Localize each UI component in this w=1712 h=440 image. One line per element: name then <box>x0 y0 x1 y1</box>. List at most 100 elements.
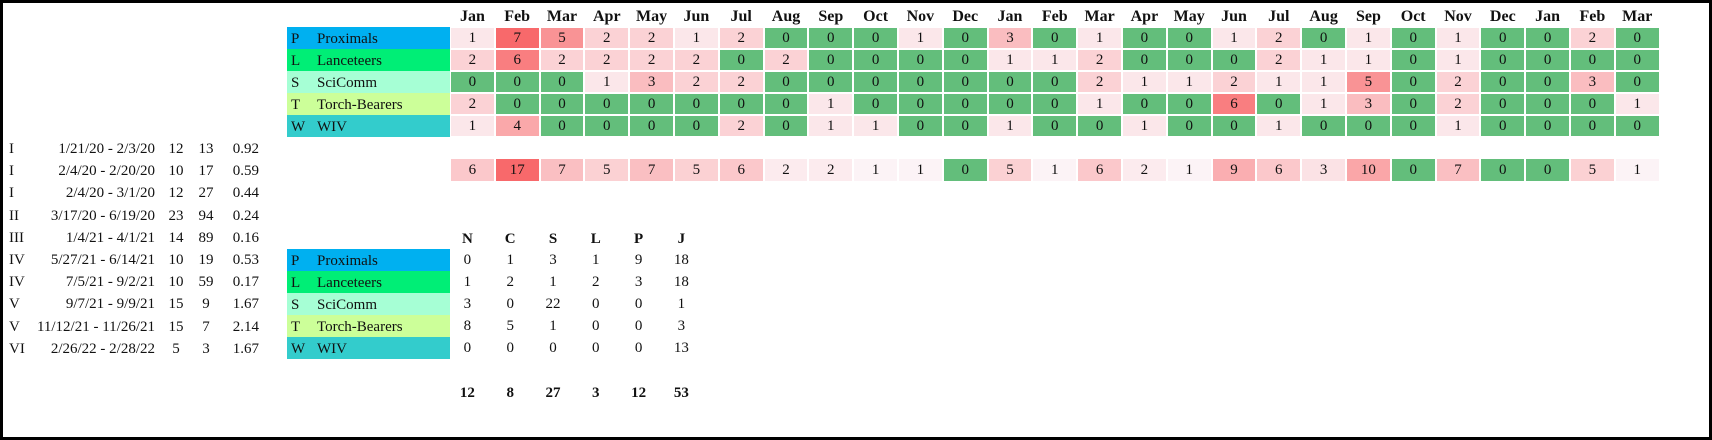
month-header: Jun <box>683 8 710 25</box>
period-count-a: 10 <box>168 252 184 268</box>
summary-cell: 3 <box>549 252 557 268</box>
heatmap-cell: 0 <box>764 72 808 92</box>
monthly-total: 6 <box>719 159 763 181</box>
month-header: Oct <box>863 8 889 25</box>
heatmap-cell: 2 <box>1571 28 1614 48</box>
heatmap-cell: 0 <box>1347 116 1390 136</box>
heatmap-cell: 0 <box>854 94 897 114</box>
heatmap-cell: 0 <box>1167 28 1211 48</box>
heatmap-cell: 0 <box>630 94 673 114</box>
month-header: Mar <box>1084 8 1115 25</box>
summary-cell: 18 <box>673 252 689 268</box>
heatmap-cell: 2 <box>540 50 584 70</box>
period-dates: 1/21/20 - 2/3/20 <box>58 141 155 157</box>
heatmap-cell: 0 <box>1615 50 1659 70</box>
month-header: Jan <box>1535 8 1561 25</box>
heatmap-cell: 3 <box>1347 94 1390 114</box>
heatmap-cell: 3 <box>630 72 673 92</box>
heatmap-cell: 2 <box>719 28 763 48</box>
heatmap-cell: 0 <box>1033 72 1077 92</box>
heatmap-cell: 0 <box>1391 72 1435 92</box>
heatmap-cell: 0 <box>495 94 539 114</box>
heatmap-cell: 0 <box>1302 28 1345 48</box>
period-count-b: 19 <box>198 252 214 268</box>
heatmap-cell: 0 <box>1123 50 1166 70</box>
group-code: T <box>287 93 317 115</box>
month-header: Nov <box>1444 8 1472 25</box>
monthly-total: 9 <box>1212 159 1256 181</box>
summary-cell: 18 <box>673 274 689 290</box>
summary-cell: 1 <box>463 274 472 290</box>
period-phase: IV <box>9 274 25 291</box>
monthly-total: 1 <box>1033 159 1077 181</box>
period-count-b: 89 <box>198 229 214 246</box>
month-header: Jun <box>1221 8 1247 25</box>
heatmap-cell: 0 <box>630 116 673 136</box>
heatmap-cell: 0 <box>1391 116 1435 136</box>
period-dates: 7/5/21 - 9/2/21 <box>65 274 155 291</box>
heatmap-cell: 1 <box>809 94 853 114</box>
period-phase: I <box>9 141 14 157</box>
heatmap-cell: 0 <box>899 72 942 92</box>
period-phase: II <box>9 207 19 224</box>
group-code: T <box>287 315 317 337</box>
group-code: S <box>287 293 317 315</box>
month-header: Sep <box>1355 8 1381 25</box>
summary-cell: 0 <box>549 340 557 356</box>
heatmap-cell: 1 <box>1615 94 1659 114</box>
heatmap-cell: 0 <box>899 116 942 136</box>
heatmap-cell: 1 <box>854 116 897 136</box>
period-dates: 2/26/22 - 2/28/22 <box>50 340 155 357</box>
monthly-total: 7 <box>630 159 673 181</box>
group-name: WIV <box>313 115 450 137</box>
heatmap-cell: 2 <box>1436 94 1480 114</box>
heatmap-cell: 0 <box>809 72 853 92</box>
heatmap-cell: 0 <box>1033 28 1077 48</box>
heatmap-cell: 1 <box>988 50 1032 70</box>
heatmap-cell: 0 <box>1391 94 1435 114</box>
monthly-total: 1 <box>1615 159 1659 181</box>
heatmap-cell: 1 <box>1078 28 1121 48</box>
monthly-total: 6 <box>1078 159 1121 181</box>
group-name: Proximals <box>313 27 450 49</box>
month-header: Oct <box>1400 8 1426 25</box>
heatmap-cell: 0 <box>451 72 494 92</box>
heatmap-cell: 2 <box>1212 72 1256 92</box>
period-ratio: 1.67 <box>232 340 259 357</box>
month-header: Aug <box>771 8 801 25</box>
month-header: Jul <box>1268 8 1290 25</box>
heatmap-cell: 0 <box>585 94 629 114</box>
heatmap-cell: 0 <box>540 72 584 92</box>
summary-cell: 0 <box>506 340 514 356</box>
period-phase: I <box>9 163 14 180</box>
period-ratio: 0.44 <box>232 185 259 202</box>
summary-cell: 0 <box>634 318 643 334</box>
heatmap-cell: 1 <box>451 116 494 136</box>
summary-cell: 2 <box>592 274 600 290</box>
heatmap-cell: 2 <box>585 28 629 48</box>
heatmap-cell: 1 <box>1257 116 1301 136</box>
heatmap-cell: 0 <box>1167 94 1211 114</box>
heatmap-cell: 3 <box>1571 72 1614 92</box>
heatmap-cell: 1 <box>1123 72 1166 92</box>
month-header: Dec <box>1489 8 1516 25</box>
heatmap-cell: 0 <box>1033 94 1077 114</box>
heatmap-cell: 1 <box>1436 50 1480 70</box>
heatmap-cell: 0 <box>1481 50 1525 70</box>
summary-header: L <box>590 231 601 247</box>
monthly-total: 1 <box>899 159 942 181</box>
summary-cell: 9 <box>634 252 643 268</box>
monthly-total: 2 <box>764 159 808 181</box>
summary-cell: 0 <box>592 296 600 312</box>
heatmap-cell: 0 <box>1526 116 1569 136</box>
heatmap-cell: 0 <box>1257 94 1301 114</box>
month-header: Aug <box>1309 8 1338 25</box>
heatmap-cell: 0 <box>675 116 718 136</box>
heatmap-cell: 0 <box>988 72 1032 92</box>
month-header: Apr <box>1130 8 1159 25</box>
heatmap-cell: 0 <box>1123 28 1166 48</box>
heatmap-cell: 0 <box>1212 116 1256 136</box>
heatmap-cell: 0 <box>1615 72 1659 92</box>
heatmap-cell: 0 <box>1571 94 1614 114</box>
